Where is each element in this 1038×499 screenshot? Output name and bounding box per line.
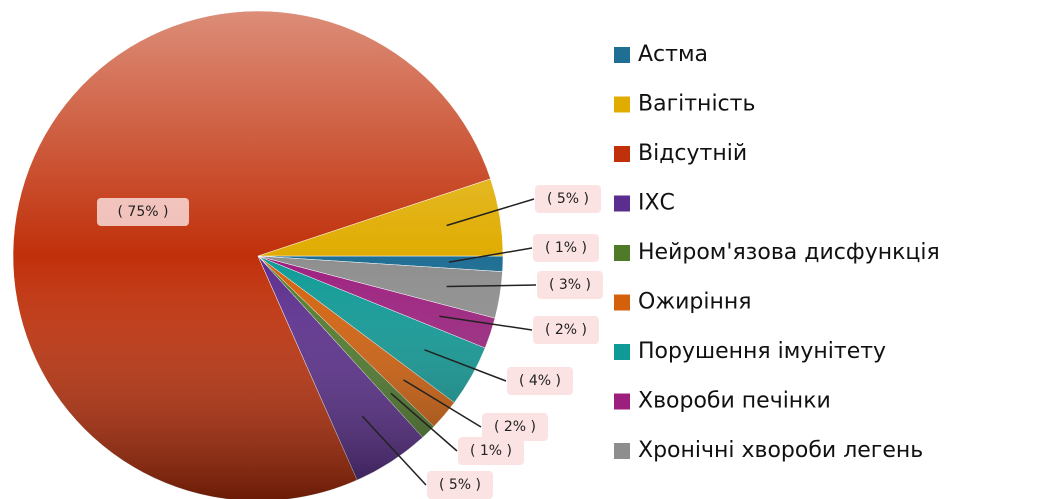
data-label: ( 1% ) [470, 443, 512, 459]
legend-swatch [614, 96, 630, 113]
data-label: ( 2% ) [494, 419, 536, 435]
legend-label: Астма [638, 42, 708, 67]
legend-label: Хвороби печінки [638, 389, 831, 414]
leader-line [403, 379, 482, 428]
pie [12, 10, 504, 499]
label-box [533, 316, 599, 344]
label-box [482, 413, 548, 441]
legend-swatch [614, 393, 630, 410]
data-labels: ( 1% ) ( 5% ) ( 75% ) ( 5% ) ( 1% ) ( 2% ) ( 4… [97, 185, 603, 499]
legend-swatch [614, 195, 630, 212]
label-box [533, 234, 599, 262]
data-label: ( 75% ) [118, 204, 169, 220]
legend: Астма Вагітність Відсутній ІХС Нейром'язова … [614, 42, 940, 463]
leader-line [439, 315, 533, 331]
legend-swatch [614, 294, 630, 311]
legend-swatch [614, 47, 630, 63]
data-label: ( 1% ) [545, 240, 587, 256]
legend-swatch [614, 344, 630, 360]
label-box [427, 471, 493, 499]
label-box [535, 185, 601, 213]
label-box [537, 271, 603, 299]
legend-label: Нейром'язова дисфункція [638, 240, 940, 265]
leader-line [446, 284, 537, 288]
data-label: ( 3% ) [549, 277, 591, 293]
leader-line [361, 415, 427, 486]
legend-label: Порушення імунітету [638, 339, 886, 364]
legend-swatch [614, 245, 630, 261]
label-box [458, 437, 524, 465]
data-label: ( 2% ) [545, 322, 587, 338]
data-label: ( 5% ) [547, 191, 589, 207]
leader-line [390, 392, 458, 452]
legend-swatch [614, 146, 630, 162]
legend-label: Відсутній [638, 141, 747, 166]
legend-swatch [614, 443, 630, 459]
label-box [507, 367, 573, 395]
leader-line [448, 247, 533, 263]
legend-label: Хронічні хвороби легень [638, 438, 923, 463]
legend-label: Вагітність [638, 92, 755, 117]
leader-line [446, 198, 535, 227]
label-box [97, 198, 189, 226]
data-label: ( 4% ) [519, 373, 561, 389]
leader-line [424, 349, 507, 382]
legend-label: Ожиріння [638, 290, 752, 315]
data-label: ( 5% ) [439, 477, 481, 493]
legend-label: ІХС [638, 191, 675, 216]
